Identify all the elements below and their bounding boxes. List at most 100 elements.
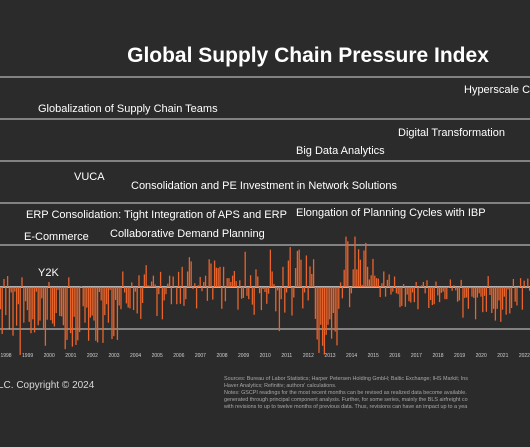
bar (93, 287, 95, 321)
annotation-y2k: Y2K (38, 267, 59, 279)
bar (84, 287, 86, 323)
sources-notes: Sources: Bureau of Labor Statistics; Har… (223, 376, 468, 410)
bar (201, 287, 203, 292)
bar (278, 287, 281, 332)
bar (37, 287, 39, 326)
x-tick-label: 2002 (87, 353, 98, 359)
bar (514, 287, 516, 302)
bar (316, 287, 318, 340)
bar (53, 287, 56, 327)
bar (240, 287, 243, 299)
bar (451, 287, 453, 291)
bar (435, 281, 437, 287)
bar (51, 287, 54, 324)
bar (392, 287, 394, 292)
bar (487, 276, 489, 287)
sources-line: Sources: Bureau of Labor Statistics; Har… (224, 376, 468, 382)
bar (1, 287, 3, 335)
bar (402, 284, 405, 287)
bar (509, 287, 511, 314)
bar (377, 278, 380, 287)
bar (80, 286, 83, 288)
bar (62, 287, 65, 326)
bar (122, 271, 124, 287)
bar (375, 278, 378, 287)
bar (399, 287, 401, 308)
notes-line: generated through principal component an… (224, 397, 468, 403)
bar (413, 287, 416, 303)
bar (147, 285, 149, 287)
bar (455, 287, 457, 291)
bar (165, 287, 167, 295)
bar (442, 287, 444, 292)
bar (348, 287, 351, 308)
bar (422, 281, 425, 287)
bar (500, 287, 502, 322)
copyright-text: LC. Copyright © 2024 (0, 380, 95, 391)
x-tick-label: 2001 (65, 353, 76, 359)
bar (185, 287, 187, 300)
bar (127, 287, 129, 308)
bar (332, 287, 335, 314)
x-tick-label: 2012 (303, 353, 314, 359)
bar (100, 287, 102, 301)
bar (95, 287, 97, 341)
bar (15, 287, 18, 326)
bar (219, 266, 221, 287)
bar (494, 287, 497, 321)
bar (458, 287, 461, 301)
bar (118, 287, 120, 306)
bar (476, 287, 479, 298)
bar (181, 266, 183, 287)
bar (491, 287, 493, 314)
bar (368, 279, 371, 287)
bar (352, 269, 354, 287)
bar (325, 287, 327, 335)
bar (437, 287, 439, 296)
bar (12, 287, 14, 336)
bar (384, 287, 387, 297)
bar (482, 287, 484, 313)
bar (6, 276, 9, 287)
bar (152, 275, 155, 287)
bar (395, 287, 398, 294)
bar (294, 268, 297, 287)
bar (383, 271, 385, 287)
bar (251, 287, 254, 305)
bar (429, 287, 432, 301)
bar (366, 266, 369, 287)
annotation-vuca: VUCA (74, 171, 105, 183)
notes-line: with revisions to up to twelve months of… (223, 404, 467, 410)
bar (473, 287, 475, 298)
bar (298, 249, 300, 287)
bar (273, 284, 275, 287)
bar (129, 287, 131, 309)
bar (203, 281, 205, 287)
bar (311, 273, 313, 287)
bar (140, 287, 142, 319)
bar (91, 287, 93, 316)
bar (134, 287, 137, 292)
bar (242, 287, 245, 298)
x-tick-label: 2016 (389, 353, 400, 359)
bar (39, 287, 41, 321)
bar (69, 287, 72, 334)
bar (447, 287, 450, 288)
bar (239, 280, 241, 287)
bar (363, 250, 365, 287)
bar (370, 275, 372, 287)
bar (478, 287, 480, 294)
bar (26, 287, 29, 311)
bar (271, 271, 273, 287)
bar (345, 236, 347, 287)
bar (404, 287, 407, 307)
bar (464, 287, 466, 298)
bar (521, 287, 524, 310)
bar (433, 287, 435, 305)
bar (190, 261, 192, 287)
bar (489, 287, 491, 295)
bar (73, 287, 75, 317)
bar (246, 287, 248, 296)
